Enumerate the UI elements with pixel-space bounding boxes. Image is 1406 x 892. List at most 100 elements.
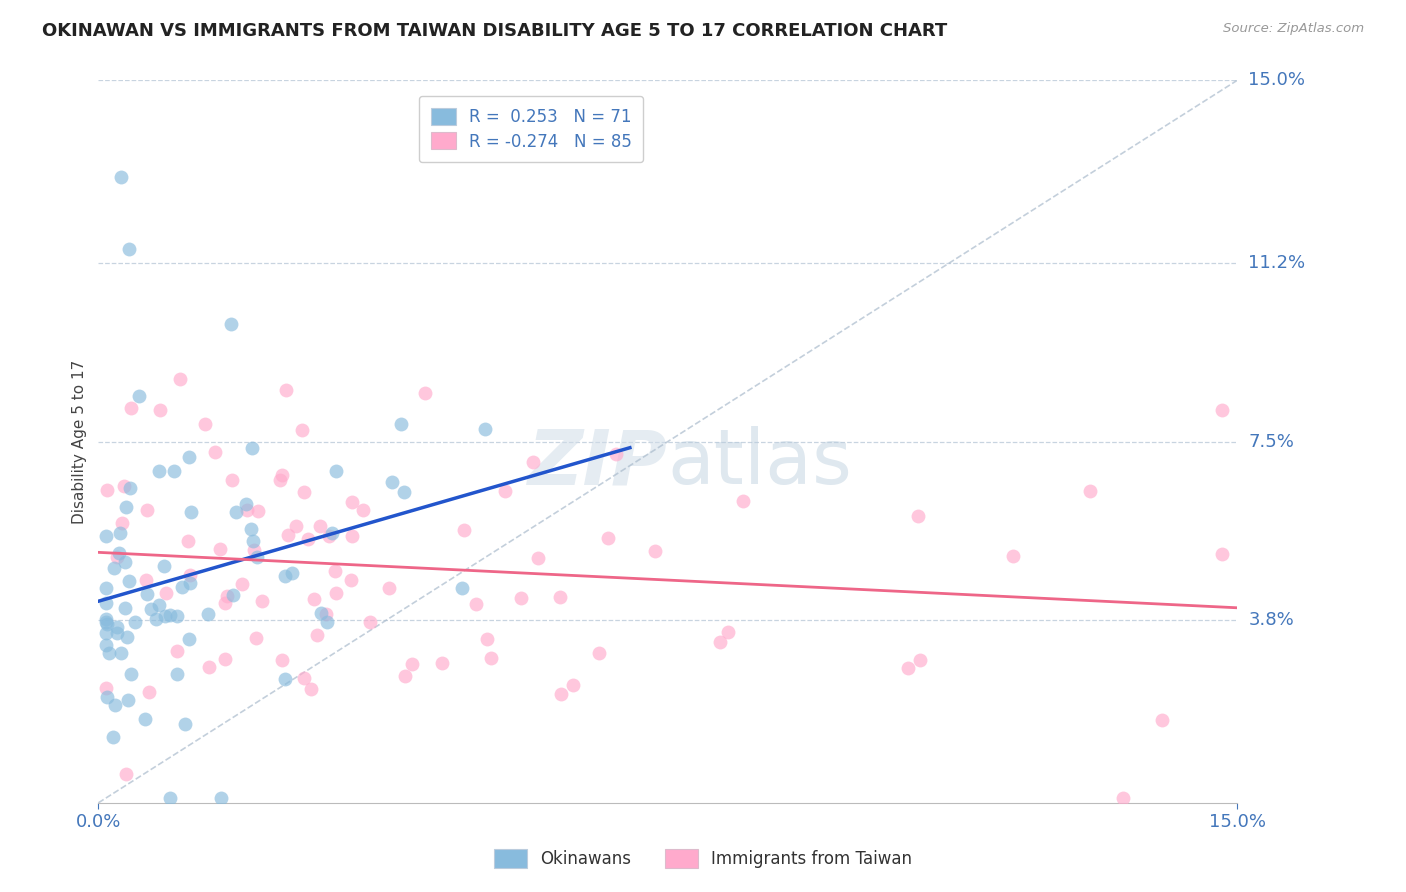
Point bbox=[148, 598, 170, 612]
Point bbox=[177, 533, 200, 548]
Point bbox=[94, 581, 117, 595]
Point bbox=[94, 638, 117, 652]
Point bbox=[138, 685, 160, 699]
Point bbox=[596, 531, 619, 545]
Point bbox=[340, 574, 363, 588]
Point bbox=[173, 717, 195, 731]
Point bbox=[717, 625, 740, 640]
Text: Source: ZipAtlas.com: Source: ZipAtlas.com bbox=[1223, 22, 1364, 36]
Point bbox=[120, 667, 142, 681]
Point bbox=[325, 586, 347, 600]
Point bbox=[141, 602, 163, 616]
Point bbox=[170, 580, 193, 594]
Point bbox=[465, 597, 488, 611]
Point bbox=[1211, 548, 1233, 562]
Point bbox=[522, 454, 544, 468]
Point bbox=[907, 508, 929, 523]
Y-axis label: Disability Age 5 to 17: Disability Age 5 to 17 bbox=[72, 359, 87, 524]
Point bbox=[108, 546, 131, 560]
Point bbox=[274, 672, 297, 686]
Point bbox=[644, 544, 666, 558]
Point bbox=[225, 505, 247, 519]
Point bbox=[309, 606, 332, 620]
Point bbox=[494, 483, 516, 498]
Point bbox=[236, 503, 259, 517]
Text: 11.2%: 11.2% bbox=[1249, 254, 1306, 272]
Point bbox=[297, 532, 319, 546]
Point bbox=[114, 500, 136, 514]
Point bbox=[316, 615, 339, 629]
Point bbox=[394, 669, 416, 683]
Point bbox=[179, 575, 201, 590]
Point bbox=[105, 626, 128, 640]
Point bbox=[389, 417, 412, 431]
Point bbox=[124, 615, 146, 629]
Point bbox=[104, 698, 127, 712]
Point bbox=[239, 522, 262, 536]
Point bbox=[217, 589, 239, 603]
Point bbox=[245, 631, 267, 645]
Point bbox=[197, 660, 219, 674]
Point bbox=[153, 558, 176, 573]
Point bbox=[401, 657, 423, 671]
Point bbox=[294, 484, 316, 499]
Point bbox=[246, 549, 269, 564]
Point bbox=[94, 626, 117, 640]
Text: 7.5%: 7.5% bbox=[1249, 433, 1295, 450]
Point bbox=[112, 478, 135, 492]
Point bbox=[209, 542, 232, 557]
Point bbox=[221, 473, 243, 487]
Point bbox=[340, 494, 363, 508]
Point bbox=[252, 594, 274, 608]
Point bbox=[352, 503, 374, 517]
Point bbox=[277, 528, 299, 542]
Point bbox=[135, 574, 157, 588]
Point bbox=[118, 574, 141, 588]
Point bbox=[273, 568, 295, 582]
Point bbox=[474, 422, 496, 436]
Point bbox=[179, 567, 201, 582]
Point bbox=[548, 591, 571, 605]
Point bbox=[378, 582, 401, 596]
Point bbox=[110, 646, 132, 660]
Point bbox=[94, 612, 117, 626]
Point bbox=[214, 596, 236, 610]
Point bbox=[155, 586, 177, 600]
Point bbox=[342, 529, 364, 543]
Point bbox=[240, 441, 263, 455]
Point bbox=[197, 607, 219, 622]
Point bbox=[117, 693, 139, 707]
Point bbox=[309, 519, 332, 533]
Legend: Okinawans, Immigrants from Taiwan: Okinawans, Immigrants from Taiwan bbox=[486, 842, 920, 875]
Text: ZIP: ZIP bbox=[529, 426, 668, 500]
Point bbox=[221, 588, 243, 602]
Point bbox=[114, 767, 136, 781]
Point bbox=[166, 609, 188, 624]
Point bbox=[94, 615, 117, 629]
Point bbox=[270, 653, 292, 667]
Point bbox=[392, 485, 415, 500]
Text: atlas: atlas bbox=[668, 426, 852, 500]
Point bbox=[526, 550, 548, 565]
Point bbox=[290, 423, 312, 437]
Point bbox=[128, 389, 150, 403]
Point bbox=[120, 481, 142, 495]
Point bbox=[194, 417, 217, 431]
Point bbox=[305, 627, 328, 641]
Point bbox=[153, 608, 176, 623]
Point bbox=[159, 607, 181, 622]
Point bbox=[111, 516, 134, 530]
Point bbox=[381, 475, 404, 489]
Point bbox=[209, 791, 232, 805]
Point bbox=[118, 242, 141, 256]
Point bbox=[105, 549, 128, 564]
Point bbox=[270, 468, 292, 483]
Point bbox=[103, 561, 125, 575]
Point bbox=[284, 519, 307, 533]
Text: 3.8%: 3.8% bbox=[1249, 611, 1294, 629]
Point bbox=[159, 791, 181, 805]
Point bbox=[214, 652, 236, 666]
Point bbox=[96, 483, 118, 497]
Point bbox=[169, 372, 191, 386]
Point bbox=[274, 383, 297, 397]
